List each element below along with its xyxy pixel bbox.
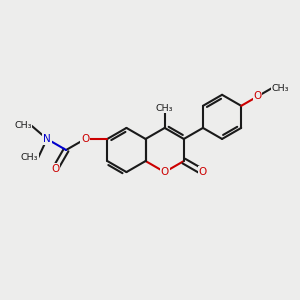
Text: CH₃: CH₃ bbox=[21, 153, 38, 162]
Text: O: O bbox=[51, 164, 59, 174]
Text: CH₃: CH₃ bbox=[14, 121, 32, 130]
Text: CH₃: CH₃ bbox=[272, 84, 289, 93]
Text: O: O bbox=[81, 134, 89, 144]
Text: O: O bbox=[253, 92, 262, 101]
Text: N: N bbox=[43, 134, 51, 144]
Text: O: O bbox=[160, 167, 169, 177]
Text: O: O bbox=[199, 167, 207, 177]
Text: CH₃: CH₃ bbox=[156, 103, 173, 112]
